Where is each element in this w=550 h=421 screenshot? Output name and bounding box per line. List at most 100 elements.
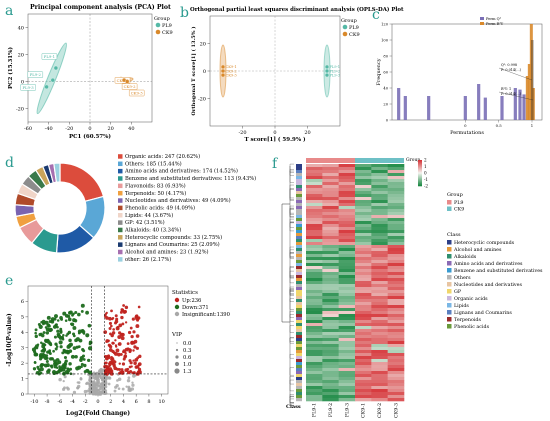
- heatmap-cell: [387, 251, 405, 255]
- volcano-point-down: [87, 323, 92, 328]
- heatmap-row-class: [296, 359, 302, 363]
- heatmap-cell: [306, 260, 323, 264]
- oplsda-point-pl9-2: [325, 69, 329, 73]
- volcano-point-down: [45, 331, 50, 335]
- heatmap-class-legend-swatch-0: [447, 240, 452, 245]
- heatmap-scale-step: [418, 179, 422, 181]
- heatmap-cell: [355, 221, 372, 225]
- heatmap-cell: [322, 170, 339, 174]
- heatmap-cell: [322, 311, 339, 315]
- heatmap-cell: [371, 338, 388, 342]
- pca-xlabel: PC1 (60.57%): [69, 133, 111, 140]
- heatmap-cell: [371, 251, 388, 255]
- volcano-point-insignificant: [63, 375, 67, 379]
- volcano-legend-swatch-2: [174, 311, 180, 317]
- heatmap-cell: [338, 377, 356, 381]
- heatmap-cell: [387, 233, 405, 237]
- heatmap-row-dendrogram-branch: [289, 252, 294, 258]
- heatmap-row-class: [296, 209, 302, 213]
- heatmap-group-bar-ck9: [355, 158, 404, 163]
- heatmap-cell: [371, 368, 388, 372]
- heatmap-row-class: [296, 230, 302, 234]
- heatmap-row-class: [296, 308, 302, 312]
- heatmap-cell: [322, 194, 339, 198]
- volcano-point-down: [82, 349, 86, 353]
- volcano-point-down: [42, 354, 47, 358]
- heatmap-scale-step: [418, 171, 422, 173]
- volcano-ytick-label-2: 2: [21, 361, 24, 367]
- heatmap-row-class: [296, 374, 302, 378]
- volcano-point-up: [115, 326, 120, 331]
- heatmap-cell: [387, 203, 405, 207]
- volcano-point-insignificant: [104, 392, 108, 395]
- heatmap-cell: [355, 170, 372, 174]
- volcano-ytick-label-4: 4: [21, 330, 24, 336]
- volcano-point-up: [124, 368, 129, 373]
- volcano-point-up: [137, 305, 141, 309]
- heatmap-cell: [355, 191, 372, 195]
- heatmap-row-class: [296, 227, 302, 231]
- heatmap-cell: [306, 284, 323, 288]
- heatmap-cell: [371, 164, 388, 168]
- heatmap-row-class: [296, 164, 302, 168]
- heatmap-cell: [338, 293, 356, 297]
- volcano-point-up: [132, 330, 136, 334]
- volcano-point-insignificant: [65, 386, 69, 390]
- heatmap-cell: [306, 197, 323, 201]
- heatmap-cell: [355, 254, 372, 258]
- donut-legend-swatch-8: [118, 213, 123, 218]
- permutation-panel: 0 20 40 60 80 100 120 0 0.5 1 Permutations Freque…: [376, 17, 543, 136]
- permutation-bar-q2-2: [427, 96, 431, 120]
- heatmap-cell: [355, 212, 372, 216]
- heatmap-row-class: [296, 323, 302, 327]
- heatmap-cell: [371, 281, 388, 285]
- heatmap-cell: [322, 302, 339, 306]
- heatmap-cell: [355, 269, 372, 273]
- heatmap-cell: [387, 362, 405, 366]
- volcano-point-up: [103, 364, 107, 369]
- heatmap-cell: [322, 167, 339, 171]
- heatmap-cell: [387, 278, 405, 282]
- volcano-point-down: [77, 329, 82, 334]
- heatmap-cell: [306, 305, 323, 309]
- heatmap-scale-step: [418, 172, 422, 174]
- heatmap-cell: [306, 218, 323, 222]
- heatmap-scale-label-0: 2: [424, 158, 427, 163]
- heatmap-cell: [387, 377, 405, 381]
- volcano-point-insignificant: [96, 381, 100, 385]
- heatmap-cell: [306, 290, 323, 294]
- heatmap-row-class: [296, 242, 302, 246]
- volcano-point-down: [87, 346, 93, 351]
- heatmap-row-class: [296, 206, 302, 210]
- heatmap-cell: [371, 269, 388, 273]
- heatmap-legend-class-title: Class: [447, 232, 461, 238]
- volcano-point-up: [110, 324, 113, 328]
- heatmap-row-class: [296, 380, 302, 384]
- volcano-point-insignificant: [72, 390, 77, 394]
- volcano-point-insignificant: [113, 389, 117, 393]
- heatmap-cell: [338, 206, 356, 210]
- pca-label-box-ck9-3: [128, 89, 145, 97]
- heatmap-cell: [355, 209, 372, 213]
- heatmap-row-class: [296, 338, 302, 342]
- heatmap-cell: [322, 362, 339, 366]
- donut-legend-swatch-9: [118, 220, 123, 225]
- heatmap-cell: [306, 347, 323, 351]
- heatmap-cell: [387, 182, 405, 186]
- volcano-xtick-label-6: 2: [109, 399, 112, 405]
- donut-legend-label-5: Terpenoids: 50 (4.17%): [125, 190, 186, 197]
- heatmap-cell: [338, 329, 356, 333]
- permutation-xtick-label-2: 1: [531, 123, 533, 128]
- heatmap-scale-step: [418, 183, 422, 185]
- volcano-point-up: [134, 365, 139, 369]
- heatmap-cell: [371, 179, 388, 183]
- heatmap-cell: [387, 338, 405, 342]
- volcano-point-insignificant: [77, 381, 81, 384]
- heatmap-cell: [371, 308, 388, 312]
- volcano-legend-swatch-1: [174, 304, 180, 310]
- heatmap-cell: [371, 188, 388, 192]
- heatmap-cell: [338, 242, 356, 246]
- heatmap-cell: [371, 317, 388, 321]
- donut-legend-swatch-11: [118, 235, 123, 240]
- heatmap-row-class: [296, 179, 302, 183]
